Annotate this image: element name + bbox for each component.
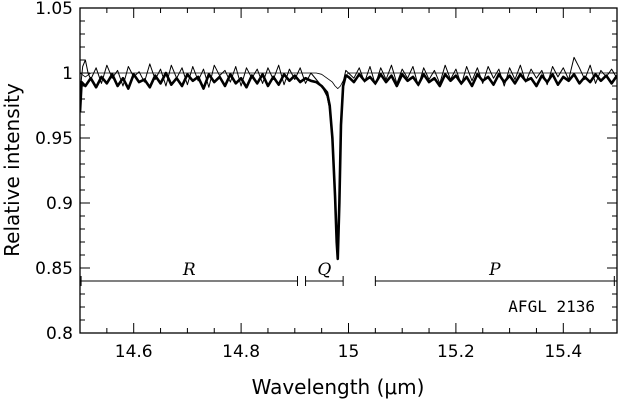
y-tick-label: 0.8 — [46, 324, 73, 344]
y-tick-label: 0.9 — [46, 194, 73, 214]
y-tick-label: 1 — [62, 64, 73, 84]
series-line-hairline — [80, 72, 617, 89]
x-tick-label: 15.2 — [437, 342, 475, 362]
x-tick-label: 15.4 — [544, 342, 582, 362]
x-tick-label: 15 — [338, 342, 360, 362]
object-annotation: AFGL 2136 — [508, 297, 595, 316]
y-axis-title: Relative intensity — [0, 83, 24, 257]
x-tick-label: 14.8 — [222, 342, 260, 362]
branch-label: P — [488, 260, 501, 280]
series-line-thick — [80, 71, 617, 261]
y-tick-label: 0.95 — [35, 129, 73, 149]
y-tick-label: 0.85 — [35, 259, 73, 279]
x-axis-title: Wavelength (μm) — [252, 375, 425, 399]
branch-label: Q — [317, 260, 331, 280]
ticks-layer: 14.6 14.8 15 15.2 15.4 0.8 0.85 0.9 0.95 1 1.05 — [35, 0, 618, 362]
series-line-thin — [80, 56, 617, 256]
branch-label: R — [182, 260, 196, 280]
y-tick-label: 1.05 — [35, 0, 73, 19]
series-layer — [80, 56, 617, 261]
plot-frame — [79, 7, 618, 334]
x-tick-label: 14.6 — [115, 342, 153, 362]
